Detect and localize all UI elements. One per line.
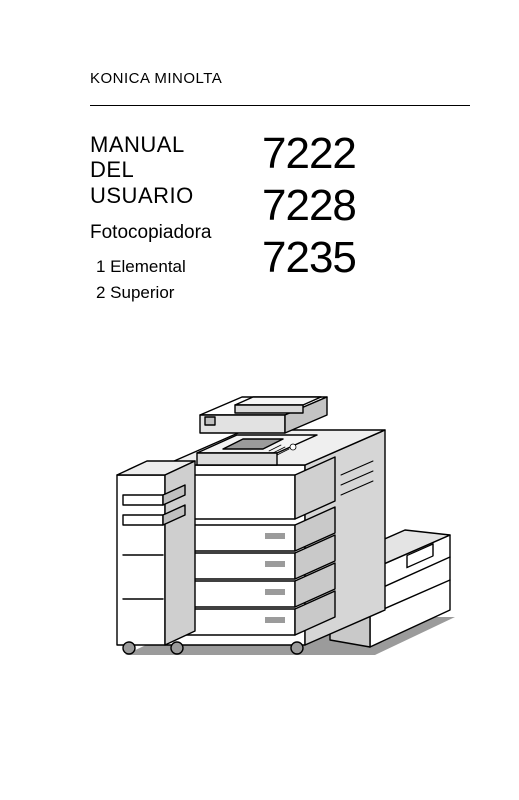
title-line-2: DEL USUARIO <box>90 157 194 207</box>
product-subtitle: Fotocopiadora <box>90 222 240 244</box>
level-1: 1 Elemental <box>96 254 240 280</box>
title-block: MANUAL DEL USUARIO Fotocopiadora 1 Eleme… <box>90 128 479 307</box>
title-line-1: MANUAL <box>90 132 185 157</box>
manual-title: MANUAL DEL USUARIO <box>90 132 240 208</box>
title-left-column: MANUAL DEL USUARIO Fotocopiadora 1 Eleme… <box>90 128 240 307</box>
brand-text: KONICA MINOLTA <box>90 70 222 87</box>
level-2: 2 Superior <box>96 280 240 306</box>
model-numbers: 7222 7228 7235 <box>262 128 356 284</box>
brand-logo-text: KONICA MINOLTA <box>90 70 479 87</box>
model-1: 7222 <box>262 128 356 180</box>
model-2: 7228 <box>262 180 356 232</box>
levels-list: 1 Elemental 2 Superior <box>90 254 240 307</box>
horizontal-rule <box>90 105 470 106</box>
model-3: 7235 <box>262 232 356 284</box>
copier-illustration <box>105 355 485 685</box>
